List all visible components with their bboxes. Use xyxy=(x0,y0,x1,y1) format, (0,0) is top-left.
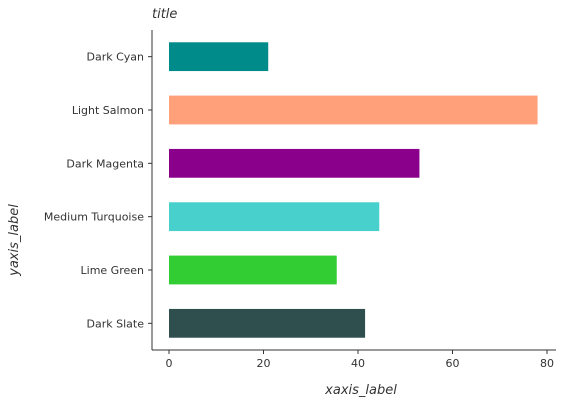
y-axis-label: yaxis_label xyxy=(7,204,22,277)
bar-light-salmon xyxy=(169,95,538,125)
x-tick-label: 40 xyxy=(351,357,365,370)
y-tick-label: Dark Cyan xyxy=(86,51,144,64)
y-tick-label: Medium Turquoise xyxy=(44,211,144,224)
chart-title: title xyxy=(152,7,177,22)
x-axis-label: xaxis_label xyxy=(324,383,397,398)
y-tick-label: Dark Magenta xyxy=(66,157,144,170)
bar-dark-magenta xyxy=(169,148,420,178)
x-tick-label: 0 xyxy=(166,357,173,370)
plot-area: 0 20 40 60 80 Dark Slate Lime Green Medium Turq… xyxy=(44,30,556,370)
x-tick-label: 80 xyxy=(540,357,554,370)
y-tick-label: Lime Green xyxy=(81,264,145,277)
x-tick-label: 60 xyxy=(446,357,460,370)
y-tick-label: Dark Slate xyxy=(87,317,145,330)
bar-medium-turquoise xyxy=(169,202,380,232)
y-tick-label: Light Salmon xyxy=(72,104,144,117)
bar-dark-cyan xyxy=(169,42,269,72)
bar-lime-green xyxy=(169,255,337,285)
bar-dark-slate xyxy=(169,308,366,338)
x-tick-label: 20 xyxy=(257,357,271,370)
